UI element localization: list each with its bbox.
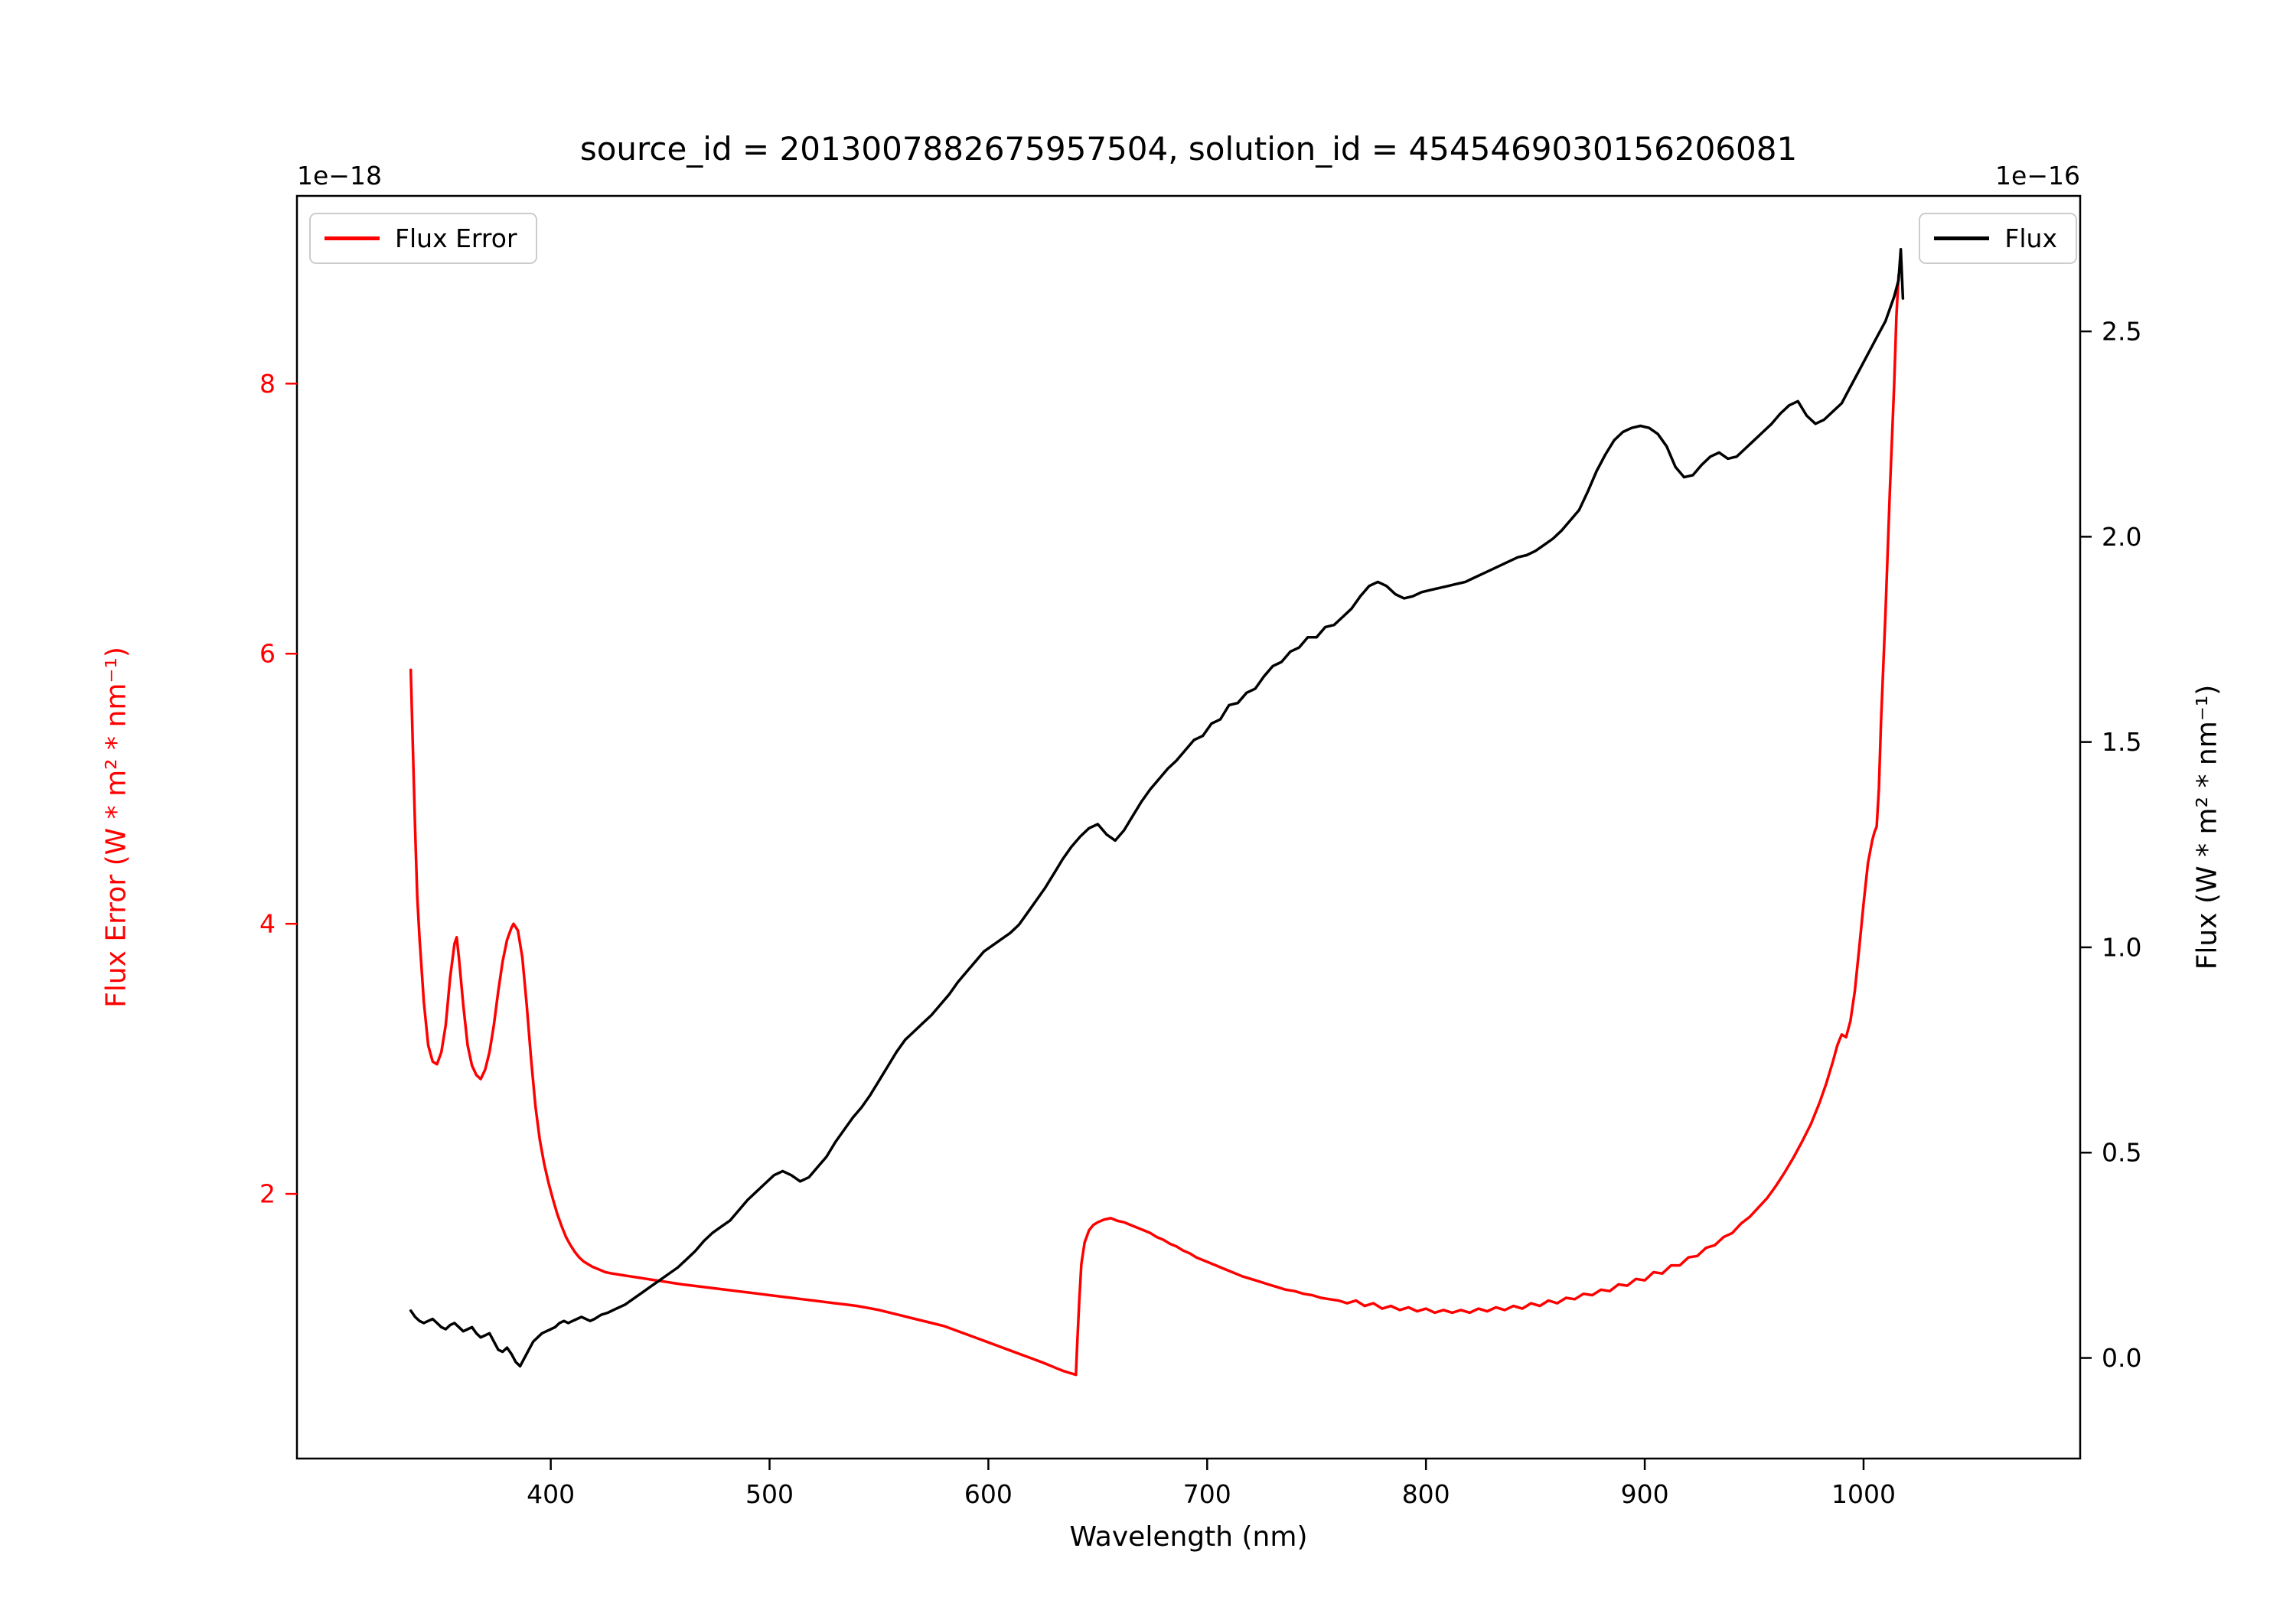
- right-axis-title: Flux (W * m² * nm⁻¹): [2191, 684, 2223, 970]
- left-axis-title: Flux Error (W * m² * nm⁻¹): [100, 647, 132, 1008]
- flux-line-sample: [1934, 236, 1990, 240]
- right-y-tick-label: 2.5: [2102, 317, 2141, 347]
- x-tick-label: 900: [1621, 1479, 1669, 1509]
- x-tick-label: 800: [1402, 1479, 1450, 1509]
- left-y-tick-label: 2: [259, 1179, 276, 1209]
- flux-line: [409, 248, 1905, 1368]
- x-tick-label: 500: [745, 1479, 794, 1509]
- right-y-tick-label: 2.0: [2102, 522, 2141, 552]
- chart-title: source_id = 2013007882675957504, solutio…: [579, 130, 1798, 168]
- right-y-tick-label: 0.5: [2102, 1138, 2141, 1168]
- left-y-tick-label: 6: [259, 639, 276, 669]
- legend-flux: Flux: [1919, 213, 2077, 264]
- left-axis-scale-label: 1e−18: [297, 161, 382, 191]
- flux-error-line: [409, 263, 1903, 1377]
- right-y-tick-label: 1.5: [2102, 727, 2141, 757]
- left-y-tick-label: 4: [259, 909, 276, 939]
- right-y-tick-label: 1.0: [2102, 932, 2141, 962]
- x-tick-label: 400: [527, 1479, 575, 1509]
- right-y-tick-label: 0.0: [2102, 1343, 2141, 1373]
- legend-flux-error: Flux Error: [309, 213, 537, 264]
- x-axis-title: Wavelength (nm): [1069, 1521, 1308, 1553]
- x-tick-label: 600: [964, 1479, 1013, 1509]
- legend-flux-error-label: Flux Error: [395, 223, 517, 253]
- flux-error-line-sample: [325, 236, 380, 240]
- axes-frame: [295, 194, 2082, 1460]
- left-y-tick-label: 8: [259, 369, 276, 399]
- x-tick-label: 1000: [1831, 1479, 1896, 1509]
- legend-flux-label: Flux: [2004, 223, 2057, 253]
- right-axis-scale-label: 1e−16: [1995, 161, 2080, 191]
- x-tick-label: 700: [1183, 1479, 1231, 1509]
